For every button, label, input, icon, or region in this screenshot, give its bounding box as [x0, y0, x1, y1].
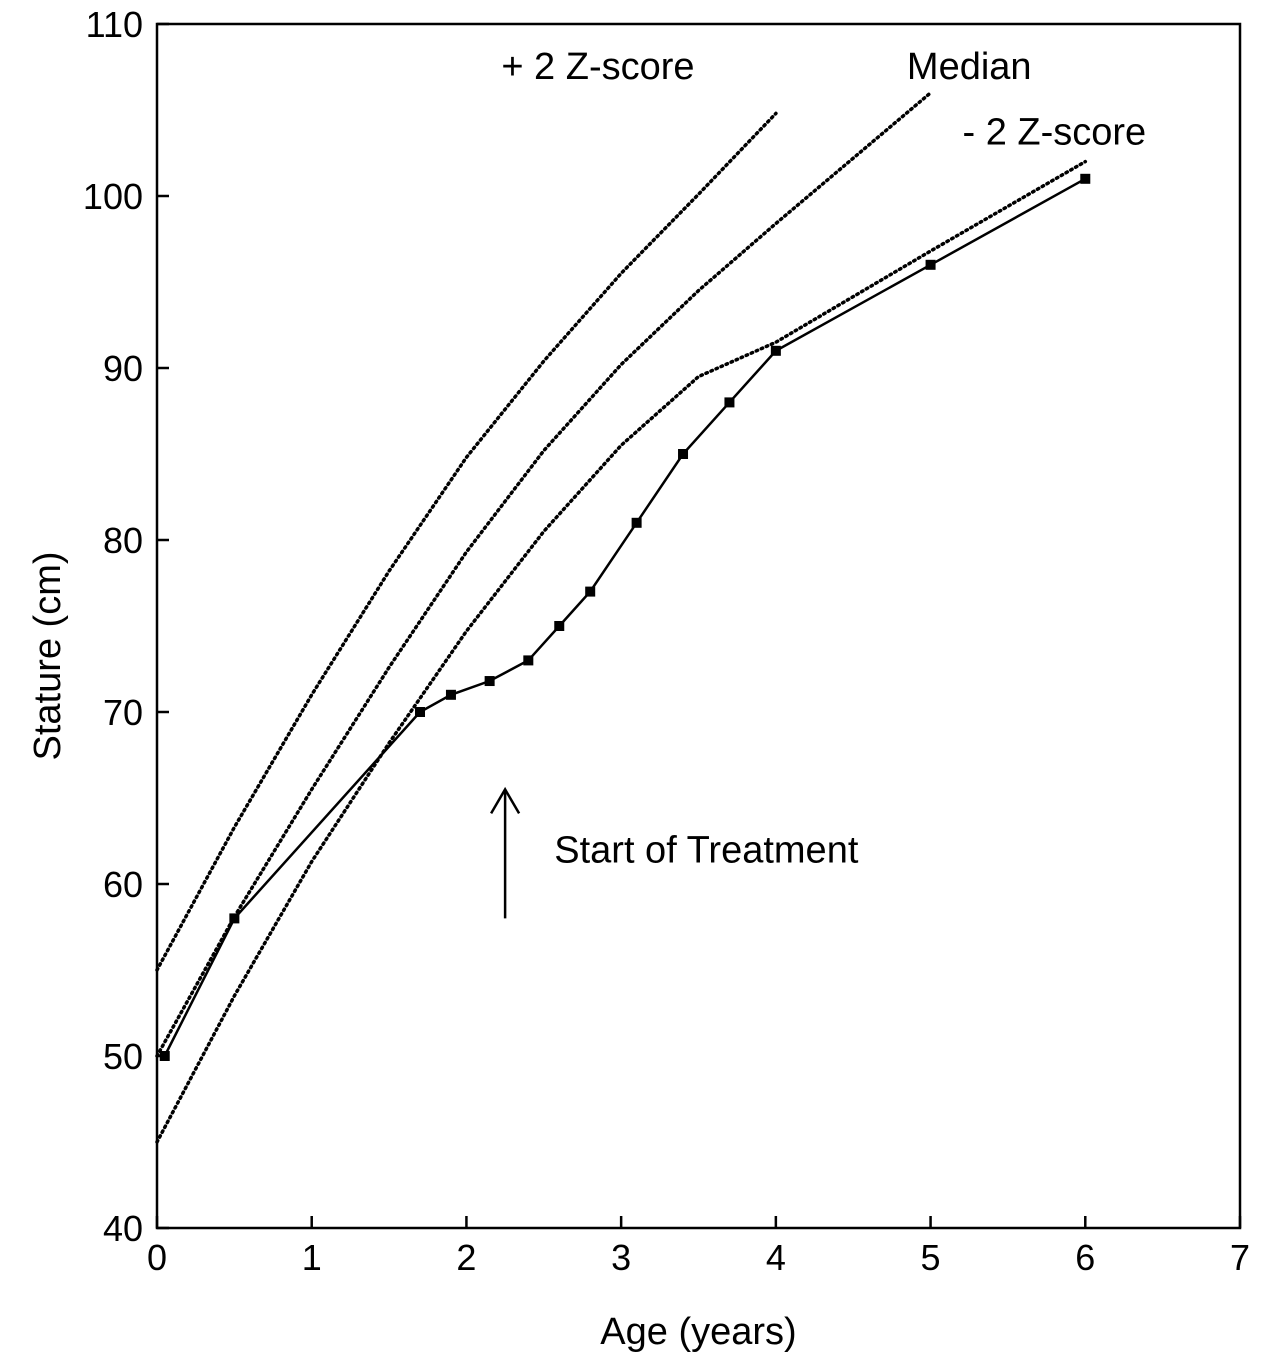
- x-tick-label: 1: [302, 1237, 322, 1278]
- data-point-marker: [484, 676, 495, 687]
- data-point-marker: [159, 1051, 170, 1061]
- y-axis-label: Stature (cm): [27, 551, 69, 760]
- data-point-marker: [523, 655, 534, 666]
- y-tick-label: 110: [86, 4, 143, 45]
- x-tick-label: 3: [611, 1237, 631, 1278]
- series-label: - 2 Z-score: [962, 111, 1146, 153]
- y-tick-label: 100: [83, 176, 143, 217]
- y-tick-label: 40: [103, 1208, 143, 1249]
- data-point-marker: [678, 449, 689, 459]
- data-point-marker: [724, 397, 735, 408]
- y-tick-label: 60: [103, 864, 143, 905]
- data-point-marker: [554, 621, 565, 631]
- annotation-arrow-head: [490, 786, 521, 815]
- series-label: Median: [907, 46, 1032, 88]
- y-tick-label: 90: [103, 348, 143, 389]
- x-tick-label: 0: [147, 1237, 167, 1278]
- x-tick-label: 2: [456, 1237, 476, 1278]
- series-layer: [155, 91, 1091, 1144]
- reference-curve-line: [155, 111, 778, 972]
- data-point-marker: [631, 517, 642, 528]
- data-point-marker: [229, 913, 240, 924]
- x-axis-ticks: 0 1 2 3 4 5 6 7: [147, 1216, 1250, 1278]
- data-point-marker: [415, 707, 426, 717]
- y-tick-label: 50: [103, 1036, 143, 1077]
- data-point-marker: [925, 259, 936, 270]
- plot-area-frame: [155, 22, 1242, 1230]
- data-point-marker: [770, 345, 781, 356]
- reference-curve-line: [155, 91, 933, 1058]
- series-labels: + 2 Z-score Median - 2 Z-score: [501, 46, 1146, 153]
- x-axis-label: Age (years): [600, 1311, 796, 1353]
- series-label: + 2 Z-score: [501, 46, 694, 88]
- x-tick-label: 5: [921, 1237, 941, 1278]
- data-point-marker: [445, 689, 456, 700]
- y-tick-label: 70: [103, 692, 143, 733]
- y-tick-label: 80: [103, 520, 143, 561]
- reference-curve-line: [155, 159, 1088, 1144]
- annotation-text: Start of Treatment: [554, 830, 859, 872]
- data-point-marker: [1080, 173, 1091, 184]
- data-point-marker: [585, 586, 596, 597]
- patient-stature-line: [163, 177, 1086, 1057]
- y-axis-ticks: 40 50 60 70 80 90 100 110: [83, 4, 169, 1249]
- x-tick-label: 7: [1230, 1237, 1250, 1278]
- x-tick-label: 4: [766, 1237, 786, 1278]
- x-tick-label: 6: [1075, 1237, 1095, 1278]
- annotation-layer: Start of Treatment: [490, 786, 859, 919]
